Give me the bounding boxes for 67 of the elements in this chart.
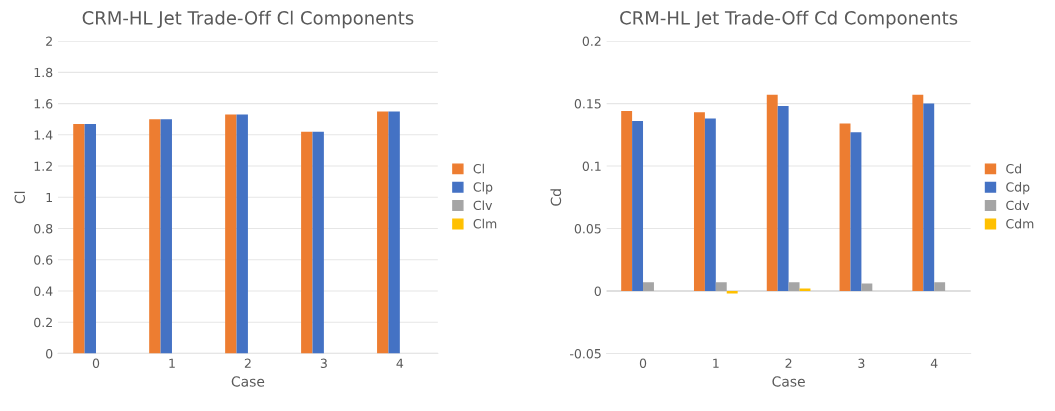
bar <box>693 112 705 291</box>
bar <box>160 119 172 354</box>
y-tick-label: 0.6 <box>34 255 53 265</box>
bar <box>632 121 644 291</box>
bar <box>236 114 248 354</box>
x-axis-title: Case <box>231 376 265 387</box>
bar <box>377 111 389 354</box>
bar <box>643 282 654 291</box>
x-tick-label: 4 <box>930 358 938 368</box>
y-axis-title: Cl <box>14 191 26 204</box>
x-tick-label: 4 <box>396 358 404 368</box>
x-tick-label: 2 <box>785 358 792 368</box>
legend-label: Cdv <box>1006 200 1030 211</box>
y-tick-label: 1.8 <box>34 67 53 78</box>
bar <box>788 282 800 291</box>
bar <box>912 94 924 291</box>
bar <box>621 111 633 291</box>
y-tick-label: 0 <box>46 348 53 359</box>
x-tick-label: 0 <box>92 358 100 368</box>
legend-label: Cdm <box>1006 218 1034 229</box>
bar <box>839 123 851 291</box>
bar <box>715 282 727 291</box>
y-tick-label: 0.1 <box>582 161 601 171</box>
y-tick-label: 1.6 <box>34 99 53 109</box>
legend-label: Clm <box>473 218 497 229</box>
x-axis-title: Case <box>772 376 805 387</box>
y-tick-label: 0.2 <box>34 317 52 328</box>
x-tick-label: 1 <box>169 358 175 368</box>
x-tick-label: 0 <box>639 358 647 368</box>
bar <box>799 288 811 291</box>
x-tick-label: 3 <box>320 358 327 368</box>
bar <box>312 131 324 354</box>
bar <box>923 103 935 291</box>
y-tick-label: 2 <box>46 36 52 46</box>
y-tick-label: 0 <box>594 286 601 296</box>
bar <box>850 132 862 291</box>
bar <box>84 123 97 354</box>
x-tick-label: 1 <box>713 358 719 368</box>
bar <box>704 118 716 291</box>
x-tick-label: 2 <box>244 358 251 368</box>
y-tick-label: 0.8 <box>34 223 53 234</box>
legend-label: Cl <box>473 163 484 174</box>
y-tick-label: 0.2 <box>582 36 601 47</box>
bar <box>73 123 85 354</box>
y-tick-label: -0.05 <box>570 348 601 359</box>
y-tick-label: 1.2 <box>34 161 52 171</box>
bar <box>777 106 789 291</box>
bar <box>225 114 237 354</box>
bar <box>149 119 161 354</box>
y-tick-label: 0.4 <box>34 286 53 296</box>
y-tick-label: 1 <box>46 192 53 203</box>
y-tick-label: 0.05 <box>574 223 601 234</box>
bar <box>934 282 946 291</box>
bar <box>388 111 400 354</box>
chart-title: CRM-HL Jet Trade-Off Cd Components <box>620 10 958 29</box>
bar <box>301 131 313 354</box>
legend-label: Cdp <box>1006 182 1030 195</box>
chart-title: CRM-HL Jet Trade-Off Cl Components <box>82 10 414 29</box>
y-tick-label: 1.4 <box>34 130 53 140</box>
bar <box>766 94 778 291</box>
legend-label: Clv <box>473 200 493 211</box>
legend-label: Clp <box>473 182 493 195</box>
bar <box>861 283 873 291</box>
x-tick-label: 3 <box>858 358 865 368</box>
y-axis-title: Cd <box>550 189 562 206</box>
y-tick-label: 0.15 <box>574 99 601 109</box>
legend-label: Cd <box>1006 163 1022 174</box>
